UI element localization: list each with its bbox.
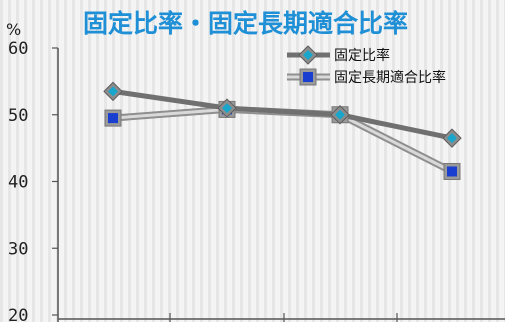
legend-marker bbox=[298, 45, 318, 65]
axes: 20 30 40 50 60 bbox=[8, 39, 505, 322]
point-fixed bbox=[217, 98, 237, 118]
y-tick-label: 20 bbox=[8, 306, 28, 322]
unit-label: % bbox=[6, 20, 21, 39]
y-tick-label: 60 bbox=[8, 39, 28, 59]
point-fixed-long-term bbox=[104, 109, 122, 127]
y-tick-label: 30 bbox=[8, 239, 28, 259]
legend-item: 固定長期適合比率 bbox=[287, 68, 446, 86]
y-tick-label: 50 bbox=[8, 106, 28, 126]
point-fixed bbox=[103, 81, 123, 102]
series-line-fixed bbox=[112, 88, 453, 141]
y-tick-label: 40 bbox=[8, 173, 28, 193]
legend-item: 固定比率 bbox=[287, 45, 390, 65]
point-fixed bbox=[442, 128, 462, 148]
point-fixed-long-term bbox=[443, 162, 461, 180]
point-fixed bbox=[330, 105, 350, 125]
chart-title: 固定比率・固定長期適合比率 bbox=[83, 9, 408, 38]
legend-marker bbox=[299, 68, 317, 86]
legend-label: 固定比率 bbox=[334, 47, 390, 64]
series-layer bbox=[103, 81, 462, 180]
legend-label: 固定長期適合比率 bbox=[334, 69, 446, 86]
